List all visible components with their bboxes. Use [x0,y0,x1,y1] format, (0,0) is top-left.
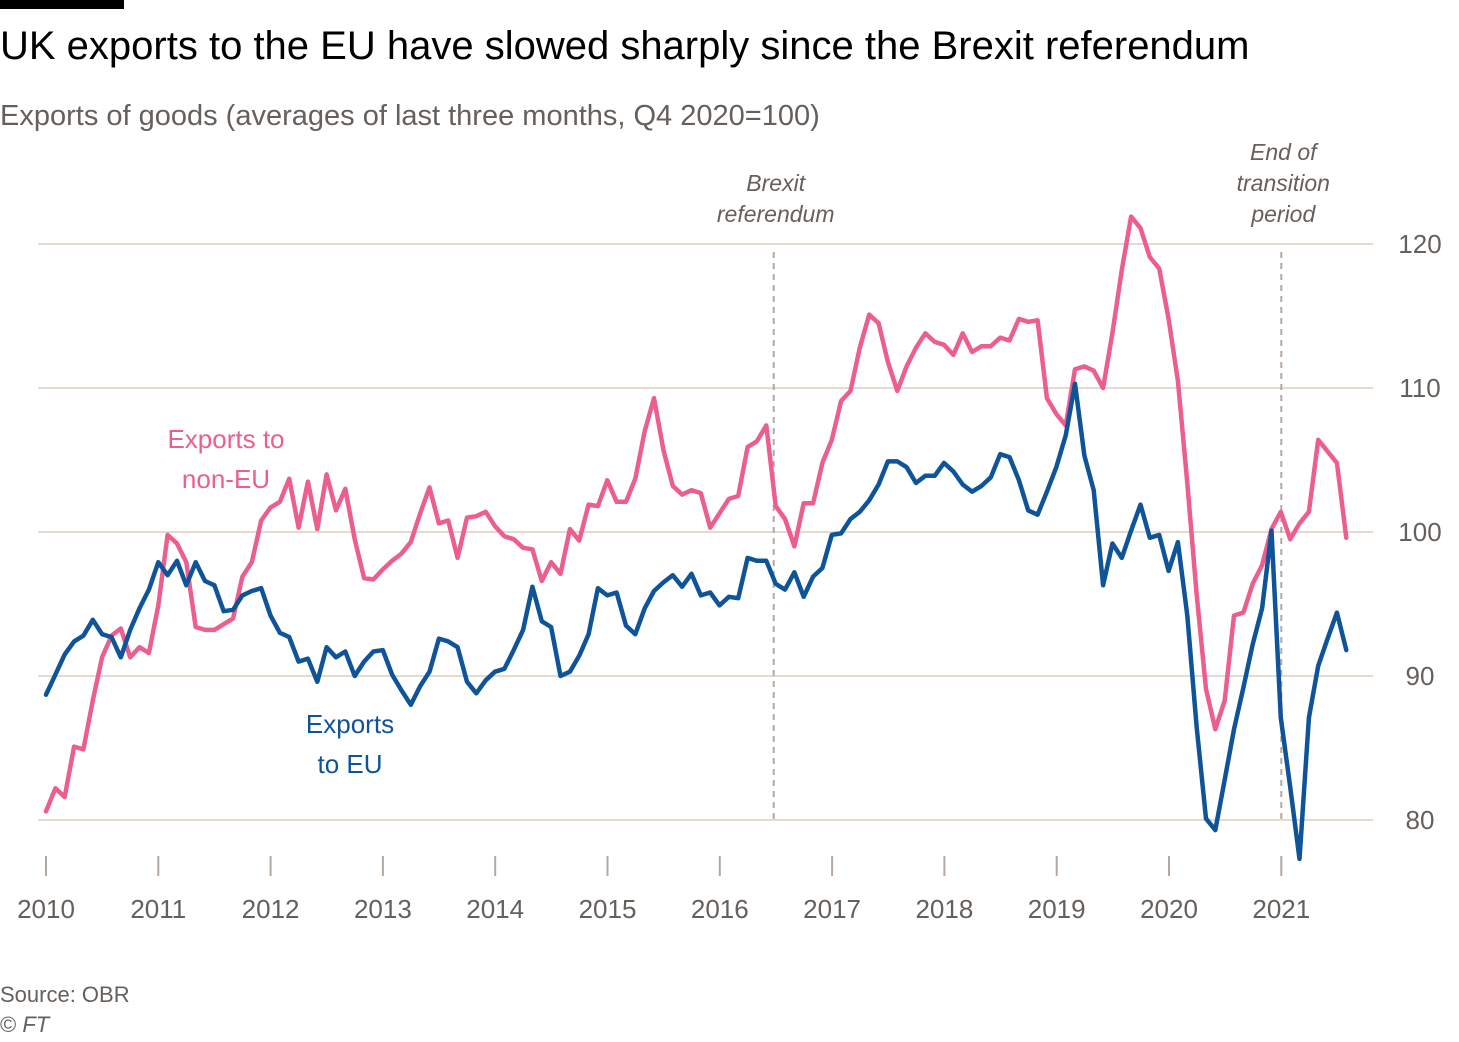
x-tick-label-2012: 2012 [242,894,300,924]
y-axis: 80 90 100 110 120 [1398,229,1441,835]
source-note: Source: OBR [0,982,130,1007]
series-labels: Exports to non-EU Exports to EU [167,424,394,779]
x-tick-label-2014: 2014 [466,894,524,924]
x-tick-label-2011: 2011 [130,894,186,924]
x-tick-label-2017: 2017 [803,894,861,924]
copyright-note: © FT [0,1012,49,1038]
non-eu-label-line-1: Exports to [167,424,284,454]
annotation-lines [772,252,1283,820]
y-tick-label-100: 100 [1398,517,1441,547]
annotation-labels: Brexit referendum End of transition period [717,139,1330,227]
x-tick-label-2013: 2013 [354,894,412,924]
eu-label-line-2: to EU [317,749,382,779]
x-tick-label-2018: 2018 [915,894,973,924]
x-tick-label-2015: 2015 [579,894,637,924]
eu-line [43,381,1349,862]
series-lines [43,214,1349,862]
x-axis: 2010 2011 2012 2013 2014 2015 2016 2017 2018 2019… [17,856,1310,924]
copyright-symbol: © [0,1012,17,1037]
x-tick-label-2019: 2019 [1028,894,1086,924]
non-eu-label-line-2: non-EU [182,464,270,494]
x-tick-label-2010: 2010 [17,894,75,924]
y-tick-label-80: 80 [1406,805,1435,835]
non-eu-line [43,214,1349,814]
y-tick-label-90: 90 [1406,661,1435,691]
annotation-label-2-line-1: End of [1250,139,1319,165]
annotation-label-1-line-1: Brexit [746,170,806,196]
x-tick-label-2020: 2020 [1140,894,1198,924]
y-tick-label-120: 120 [1398,229,1441,259]
x-tick-label-2021: 2021 [1252,894,1310,924]
chart-title: UK exports to the EU have slowed sharply… [0,24,1250,68]
annotation-label-2-line-2: transition [1237,170,1330,196]
brand-bar [0,0,124,9]
eu-label-line-1: Exports [306,709,394,739]
copyright-org: FT [22,1012,50,1037]
annotation-label-2-line-3: period [1250,201,1316,227]
x-tick-label-2016: 2016 [691,894,749,924]
y-tick-label-110: 110 [1399,373,1440,403]
chart-subtitle: Exports of goods (averages of last three… [0,100,820,132]
annotation-label-1-line-2: referendum [717,201,835,227]
gridlines [38,243,1373,821]
